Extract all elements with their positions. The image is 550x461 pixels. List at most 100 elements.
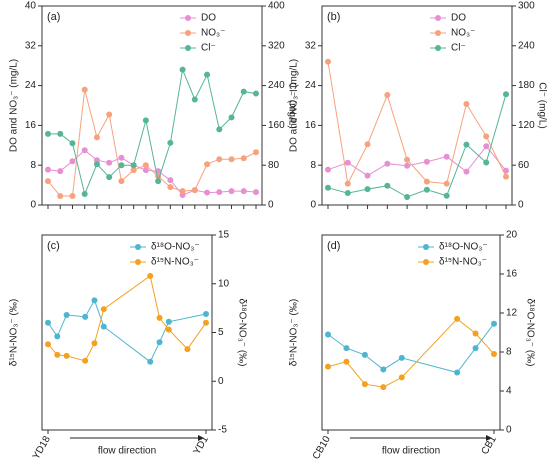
- y-axis-label: δ¹⁵N-NO₃⁻ (‰): [9, 299, 20, 366]
- legend-label: NO₃⁻: [451, 28, 475, 39]
- data-point: [191, 187, 198, 194]
- data-point: [325, 58, 331, 65]
- legend-label: δ¹⁸O-NO₃⁻: [439, 242, 488, 253]
- data-point: [54, 351, 61, 358]
- data-point: [45, 319, 51, 326]
- data-point: [443, 153, 450, 160]
- data-point: [472, 345, 479, 352]
- data-point: [106, 174, 113, 181]
- panel-label: (d): [327, 240, 340, 252]
- data-point: [130, 167, 137, 174]
- legend-label: δ¹⁵N-NO₃⁻: [439, 257, 487, 268]
- data-point: [191, 96, 198, 103]
- data-point: [380, 366, 387, 373]
- data-point: [404, 162, 411, 169]
- y-axis-label: DO and NO₃⁻ (mg/L): [9, 59, 20, 152]
- y2-tick-label: 5: [218, 327, 224, 338]
- data-point: [69, 158, 76, 165]
- y2-tick-label: 0: [518, 200, 524, 211]
- y2-axis-label: Cl⁻ (mg/L): [536, 82, 547, 128]
- flow-arrowhead: [486, 435, 492, 441]
- series-line: [327, 145, 507, 177]
- data-point: [82, 313, 89, 320]
- series-line: [327, 318, 495, 388]
- data-point: [364, 141, 371, 148]
- data-point: [204, 189, 211, 196]
- data-point: [45, 130, 51, 137]
- data-point: [325, 363, 331, 370]
- series-line: [48, 67, 257, 196]
- data-point: [384, 160, 391, 167]
- y2-axis-label: Cl⁻ (mg/L): [286, 82, 297, 128]
- data-point: [106, 111, 113, 118]
- y-tick-label: 0: [30, 200, 36, 211]
- data-point: [443, 192, 450, 199]
- y2-tick-label: 240: [518, 40, 535, 51]
- data-point: [491, 350, 497, 357]
- data-point: [165, 326, 172, 333]
- x-tick-label: CB10: [311, 434, 333, 461]
- legend-marker: [185, 30, 191, 36]
- y2-tick-label: 240: [268, 80, 285, 91]
- y-tick-label: 8: [30, 160, 36, 171]
- data-point: [503, 167, 509, 174]
- plot-frame: [321, 234, 501, 431]
- data-point: [203, 319, 209, 326]
- data-point: [404, 194, 411, 201]
- legend-label: DO: [201, 13, 216, 24]
- data-point: [93, 134, 100, 141]
- data-point: [228, 188, 235, 195]
- y-tick-label: 32: [305, 40, 317, 51]
- data-point: [179, 188, 186, 195]
- legend-label: δ¹⁵N-NO₃⁻: [151, 257, 199, 268]
- data-point: [253, 149, 259, 156]
- panel-label: (c): [47, 240, 60, 252]
- series-line: [47, 89, 257, 197]
- data-point: [384, 92, 391, 99]
- legend-marker: [423, 244, 429, 250]
- y-tick-label: 16: [25, 120, 37, 131]
- y-tick-label: 24: [305, 80, 317, 91]
- plot-frame: [321, 5, 513, 206]
- data-point: [81, 86, 88, 93]
- y2-tick-label: 300: [518, 1, 535, 12]
- data-point: [404, 156, 411, 163]
- y2-tick-label: 12: [506, 308, 518, 319]
- data-point: [343, 345, 350, 352]
- data-point: [364, 172, 371, 179]
- data-point: [156, 314, 163, 321]
- data-point: [81, 191, 88, 198]
- data-point: [147, 358, 154, 365]
- data-point: [398, 374, 405, 381]
- data-point: [228, 114, 235, 121]
- data-point: [253, 90, 259, 97]
- legend-label: Cl⁻: [201, 43, 216, 54]
- data-point: [57, 130, 64, 137]
- data-point: [45, 166, 51, 173]
- panel-label: (a): [47, 11, 60, 23]
- data-point: [204, 161, 211, 168]
- data-point: [106, 159, 113, 166]
- data-point: [118, 162, 125, 169]
- series: [45, 272, 209, 364]
- legend-marker: [135, 244, 141, 250]
- data-point: [364, 186, 371, 193]
- data-point: [54, 333, 61, 340]
- y-tick-label: 0: [310, 200, 316, 211]
- series-line: [327, 94, 507, 198]
- y2-tick-label: 16: [506, 269, 518, 280]
- y2-tick-label: 20: [506, 230, 518, 241]
- legend-marker: [185, 15, 191, 21]
- data-point: [454, 369, 461, 376]
- data-point: [463, 168, 470, 175]
- legend-label: Cl⁻: [451, 43, 466, 54]
- series-line: [47, 275, 207, 362]
- y-tick-label: 8: [310, 160, 316, 171]
- series: [325, 91, 509, 201]
- x-axis-label: flow direction: [98, 446, 156, 457]
- data-point: [91, 340, 98, 347]
- data-point: [503, 91, 509, 98]
- y2-tick-label: 8: [506, 347, 512, 358]
- series-line: [47, 299, 207, 363]
- data-point: [325, 331, 331, 338]
